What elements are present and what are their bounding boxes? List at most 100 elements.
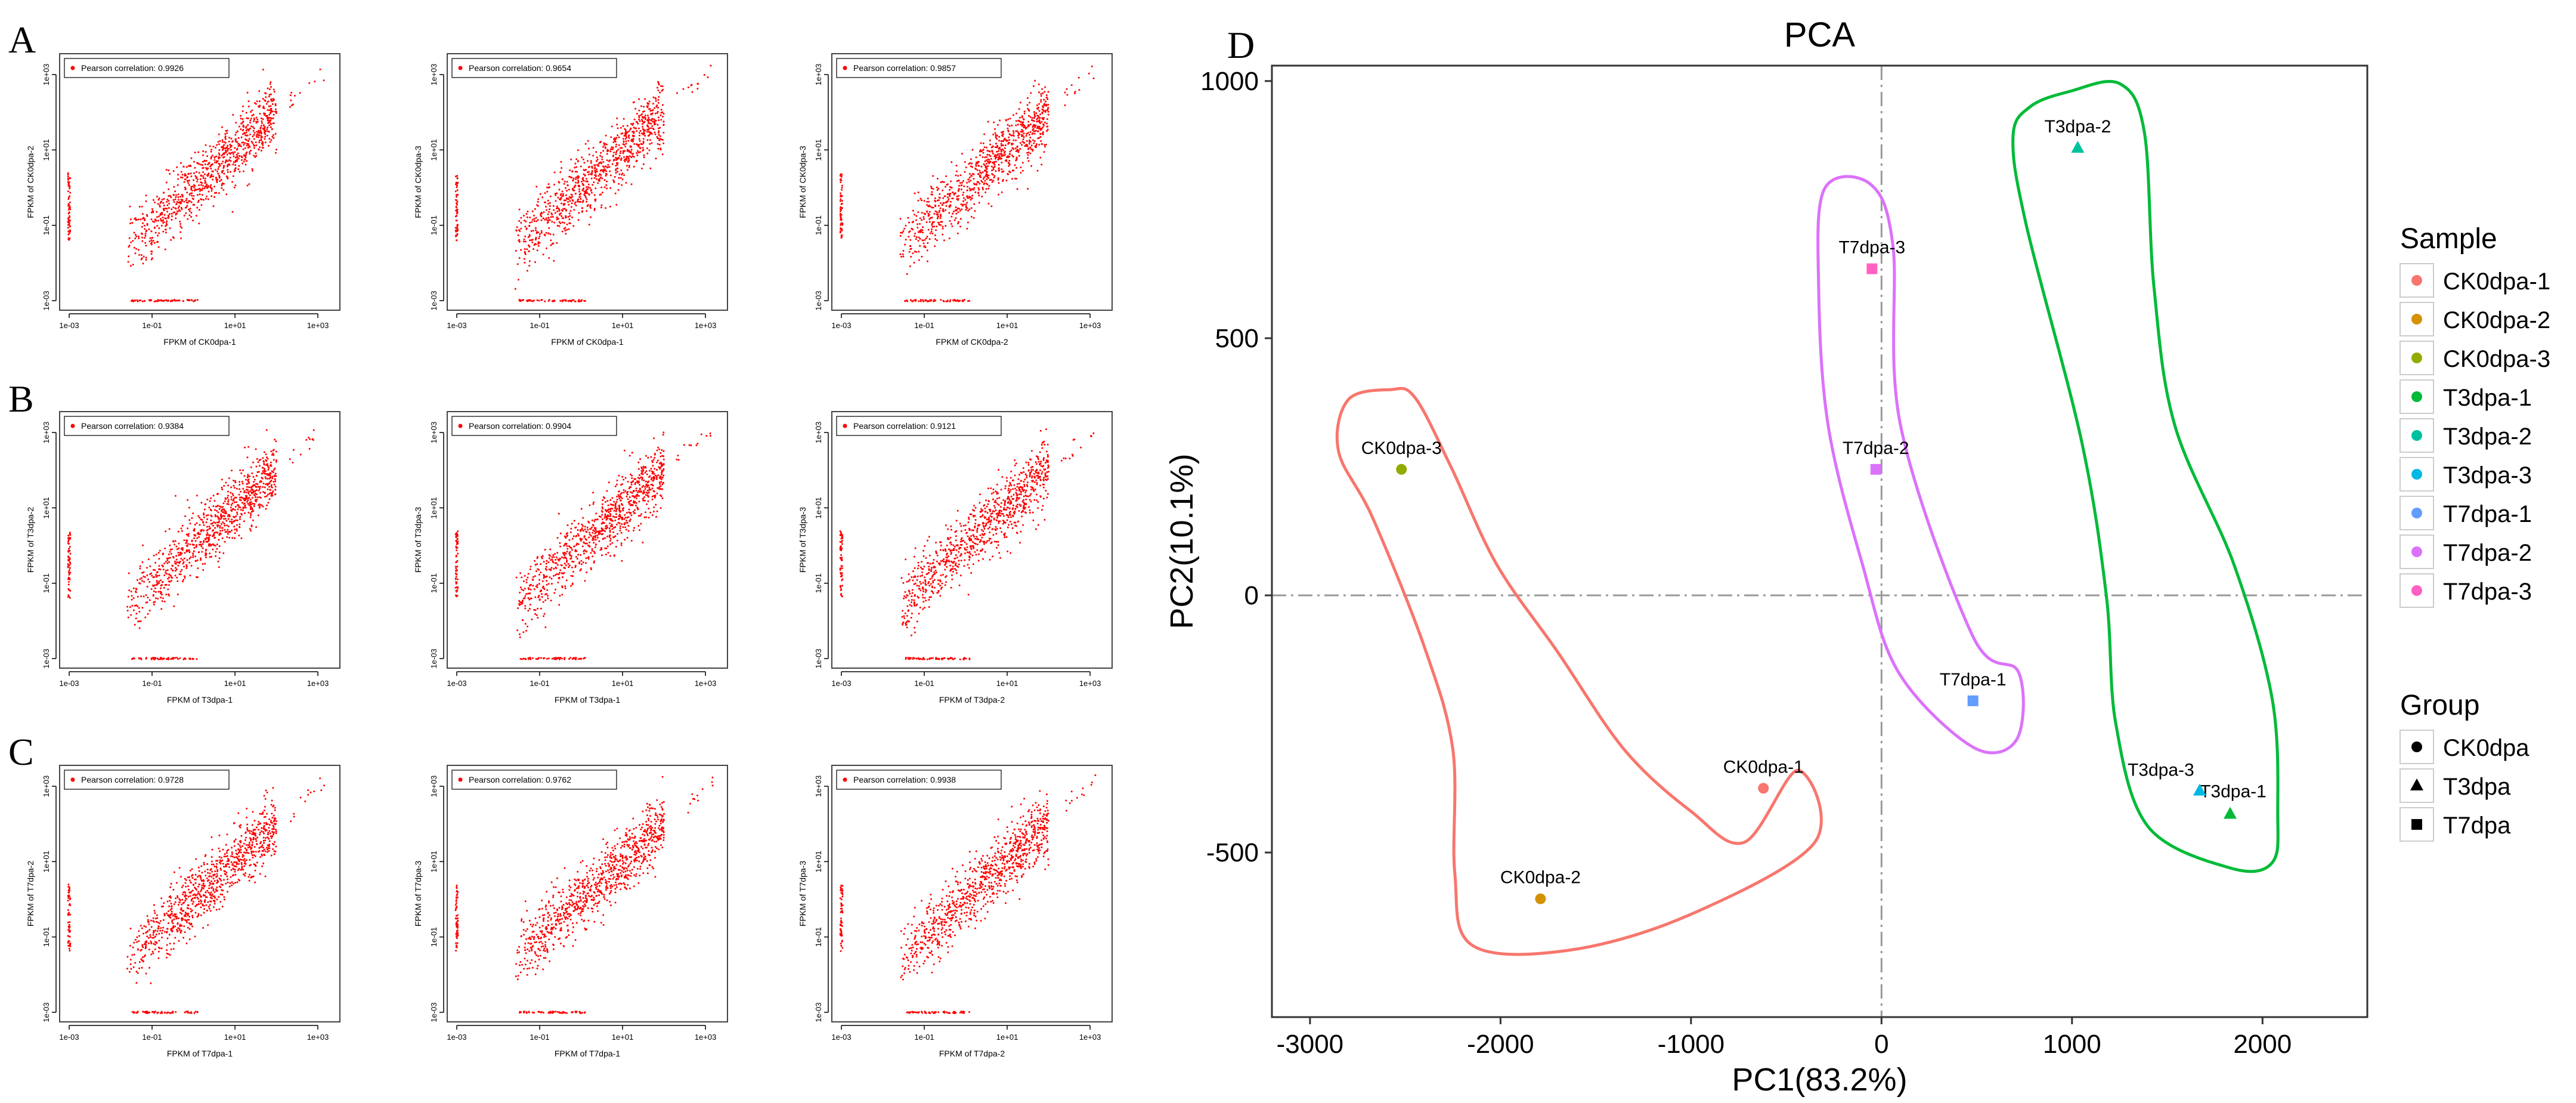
point bbox=[156, 216, 158, 218]
point-bottom-edge bbox=[152, 657, 154, 659]
point bbox=[247, 475, 249, 477]
data-points bbox=[454, 431, 711, 660]
point bbox=[230, 149, 232, 151]
point bbox=[264, 470, 266, 472]
point bbox=[593, 535, 595, 537]
point bbox=[134, 605, 136, 607]
y-tick-label: 1e-03 bbox=[429, 291, 438, 310]
point bbox=[593, 177, 596, 179]
point bbox=[533, 214, 535, 217]
point bbox=[1046, 130, 1048, 132]
point bbox=[1041, 163, 1043, 166]
point bbox=[1008, 165, 1010, 167]
point-bottom-edge bbox=[922, 300, 924, 302]
point bbox=[138, 254, 141, 256]
point bbox=[1026, 104, 1029, 106]
point-left-edge bbox=[68, 204, 70, 206]
point bbox=[158, 227, 160, 230]
point-left-edge bbox=[69, 534, 72, 536]
point bbox=[537, 200, 539, 203]
point bbox=[248, 482, 250, 484]
point bbox=[625, 182, 627, 184]
point bbox=[1038, 116, 1041, 119]
point bbox=[228, 159, 231, 161]
point bbox=[274, 480, 277, 483]
point-bottom-edge bbox=[138, 657, 141, 660]
point bbox=[546, 186, 549, 189]
point-left-edge bbox=[68, 222, 70, 224]
point bbox=[237, 152, 239, 155]
point bbox=[586, 188, 588, 190]
point bbox=[266, 473, 268, 475]
point bbox=[212, 146, 215, 148]
point bbox=[218, 166, 220, 168]
x-tick-label: 1e+03 bbox=[307, 321, 329, 330]
point bbox=[648, 128, 651, 129]
point bbox=[568, 189, 570, 191]
point bbox=[577, 180, 579, 182]
point-left-edge bbox=[69, 563, 72, 565]
point bbox=[188, 184, 190, 186]
point bbox=[212, 548, 214, 551]
point bbox=[627, 156, 629, 158]
point bbox=[203, 529, 205, 532]
point-left-edge bbox=[68, 577, 70, 579]
point bbox=[595, 160, 597, 162]
point-bottom-edge bbox=[160, 299, 163, 302]
point bbox=[618, 155, 621, 157]
point bbox=[1025, 135, 1027, 137]
point bbox=[1002, 135, 1004, 137]
point bbox=[967, 178, 970, 181]
point bbox=[534, 261, 536, 263]
point bbox=[645, 516, 648, 518]
point bbox=[662, 458, 665, 461]
point bbox=[221, 149, 224, 151]
point bbox=[1007, 130, 1010, 132]
point bbox=[657, 106, 660, 109]
point bbox=[952, 191, 953, 193]
point bbox=[211, 170, 213, 172]
point bbox=[1027, 157, 1029, 159]
point bbox=[1011, 147, 1014, 149]
point bbox=[1031, 133, 1033, 135]
point bbox=[198, 533, 200, 536]
point bbox=[1040, 140, 1042, 142]
point bbox=[553, 221, 556, 224]
point bbox=[1011, 134, 1013, 137]
point bbox=[586, 192, 588, 194]
point bbox=[532, 230, 534, 232]
point bbox=[927, 228, 930, 231]
point bbox=[658, 116, 660, 119]
point-upper bbox=[696, 88, 699, 90]
point bbox=[606, 517, 609, 520]
point bbox=[191, 517, 193, 519]
point bbox=[936, 199, 939, 202]
point bbox=[571, 170, 574, 172]
point bbox=[265, 483, 267, 486]
point bbox=[997, 159, 999, 161]
point bbox=[943, 202, 945, 205]
point bbox=[217, 517, 219, 518]
point bbox=[158, 568, 160, 570]
point bbox=[156, 571, 158, 574]
y-tick-label: 1e+01 bbox=[42, 139, 51, 161]
point bbox=[974, 168, 977, 169]
point bbox=[145, 594, 147, 596]
point bbox=[234, 151, 236, 153]
point bbox=[168, 573, 170, 576]
point bbox=[611, 163, 614, 165]
y-tick-label: 1e+03 bbox=[429, 64, 438, 86]
point bbox=[1015, 124, 1017, 126]
point bbox=[168, 557, 170, 560]
point bbox=[529, 568, 531, 570]
point bbox=[601, 191, 603, 194]
point bbox=[243, 158, 246, 160]
point bbox=[987, 177, 990, 179]
point bbox=[618, 183, 620, 185]
point bbox=[163, 208, 165, 211]
point bbox=[551, 243, 553, 245]
point bbox=[164, 248, 166, 251]
point bbox=[554, 553, 556, 555]
point-bottom-edge bbox=[179, 657, 181, 659]
point bbox=[577, 177, 579, 180]
